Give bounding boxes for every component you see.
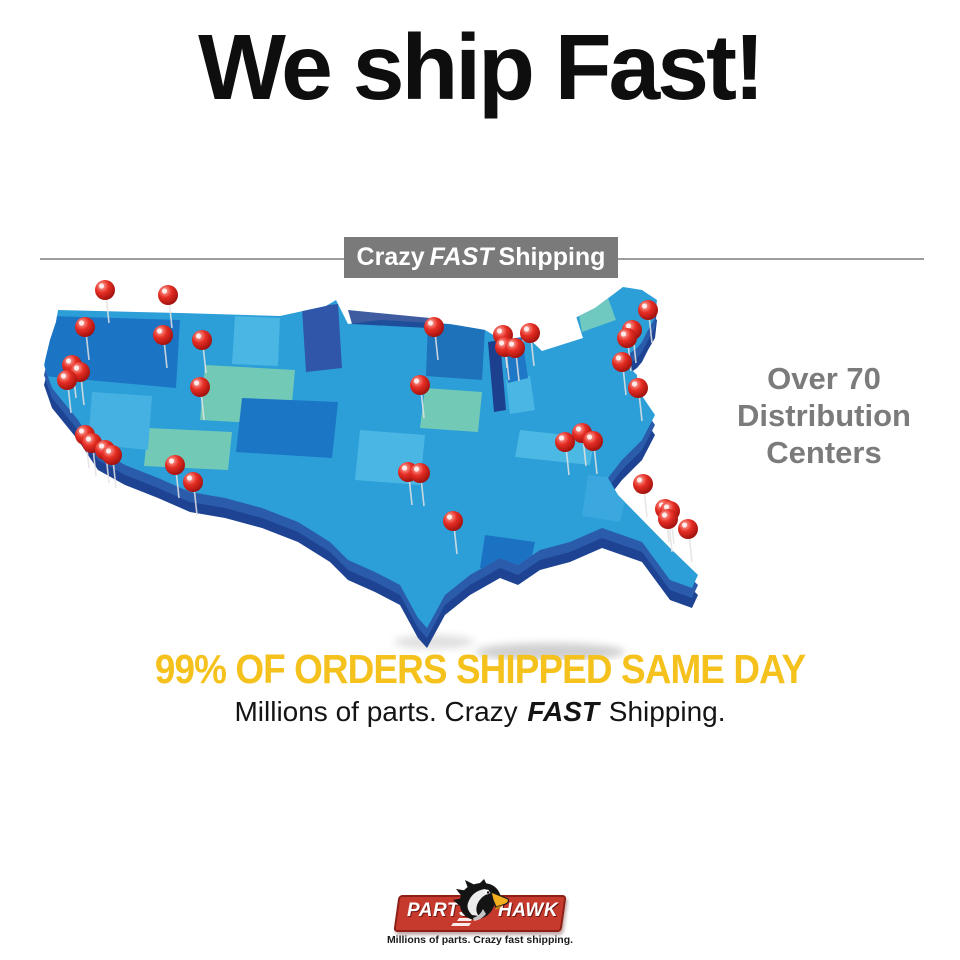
map-pin [102,445,122,465]
distribution-pins [57,280,698,563]
map-pin [410,375,430,395]
logo-strapline: Millions of parts. Crazy fast shipping. [386,934,574,946]
map-pin [628,378,648,398]
map-pin [57,370,77,390]
page-title: We ship Fast! [198,15,765,119]
map-pin [192,330,212,350]
ribbon-prefix: Crazy [356,243,425,271]
map-pin [617,328,637,348]
millions-of-parts-tagline: Millions of parts. Crazy FAST Shipping. [0,696,960,728]
map-pin [153,325,173,345]
subline-emphasis: FAST [527,696,599,727]
eagle-head-icon [453,879,510,921]
map-pin [612,352,632,372]
ribbon-suffix: Shipping [498,243,606,271]
map-pin [183,472,203,492]
map-pin [95,280,115,300]
callout-line-1: Over 70 [767,361,881,396]
map-pin [190,377,210,397]
same-day-tagline: 99% OF ORDERS SHIPPED SAME DAY [154,646,806,692]
map-pin [583,431,603,451]
logo-word-parts: PARTS [407,900,473,921]
map-pin [424,317,444,337]
subline-prefix: Millions of parts. Crazy [234,696,518,727]
partshawk-logo: PARTS HAWK Millions of parts. Crazy fast… [380,876,580,956]
map-pin [75,317,95,337]
ribbon-emphasis: FAST [429,243,494,271]
map-pin [555,432,575,452]
crazy-fast-shipping-badge: Crazy FAST Shipping [344,237,618,278]
usa-map-svg [44,280,698,661]
map-pin [638,300,658,320]
callout-line-3: Centers [766,435,882,470]
map-pin [520,323,540,343]
map-pin [410,463,430,483]
map-pin [505,338,525,358]
map-pin [658,509,678,529]
distribution-callout: Over 70 Distribution Centers [710,360,938,471]
logo-word-hawk: HAWK [498,900,559,921]
map-pin [678,519,698,539]
subline-suffix: Shipping. [608,696,726,727]
usa-distribution-map [30,280,710,661]
map-ground-shadow [394,635,625,661]
map-pin [158,285,178,305]
callout-line-2: Distribution [737,398,911,433]
map-pin [165,455,185,475]
map-pin [633,474,653,494]
map-pin [443,511,463,531]
